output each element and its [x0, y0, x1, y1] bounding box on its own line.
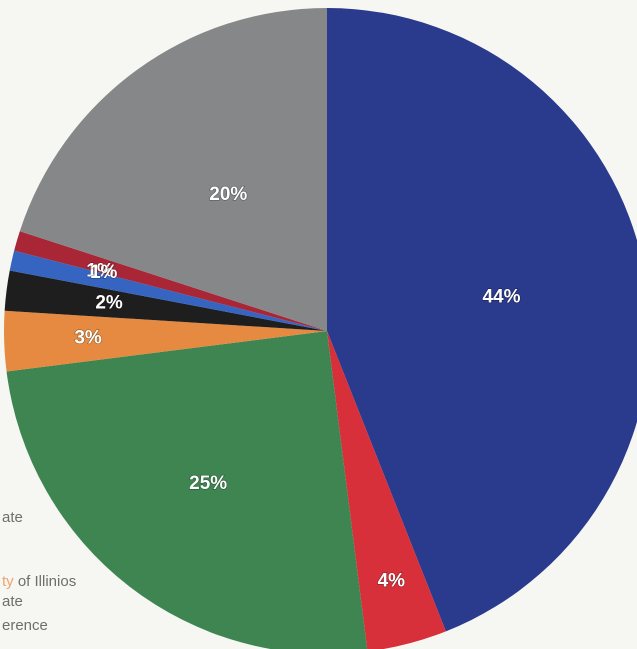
- pie-slice-2: [327, 331, 446, 649]
- legend-entry-4: erence: [2, 617, 48, 634]
- pie-slice-label-7: 1%: [90, 262, 118, 283]
- pie-slice-6: [9, 250, 327, 331]
- legend-entry-2-highlight: ty: [2, 573, 14, 590]
- legend: ate ty of Illinios ate erence: [2, 509, 76, 634]
- pie-slice-label-5: 2%: [95, 293, 123, 314]
- pie-slice-label-8: 20%: [209, 184, 247, 205]
- pie-slice-label-2: 4%: [378, 570, 406, 591]
- pie-slice-5: [4, 270, 327, 331]
- pie-slice-7: [14, 231, 328, 331]
- legend-entry-1: ate: [2, 509, 23, 526]
- pie-slice-label-3: 25%: [189, 473, 227, 494]
- pie-slice-3: [6, 331, 368, 649]
- pie-slices: [4, 8, 637, 649]
- pie-slice-labels: 44% 4% 25% 3% 2% 1%1% 20%: [74, 184, 521, 592]
- pie-slice-label-6: 1%: [86, 260, 114, 281]
- pie-slice-4: [4, 310, 328, 372]
- pie-slice-8: [19, 8, 328, 331]
- legend-entry-3: ate: [2, 593, 23, 610]
- pie-slice-label-4: 3%: [74, 328, 102, 349]
- legend-entry-2: ty of Illinios: [2, 573, 76, 590]
- pie-slice-label-1: 44%: [482, 287, 520, 308]
- legend-entry-2-rest: of Illinios: [14, 573, 77, 590]
- pie-slice-1: [327, 8, 637, 632]
